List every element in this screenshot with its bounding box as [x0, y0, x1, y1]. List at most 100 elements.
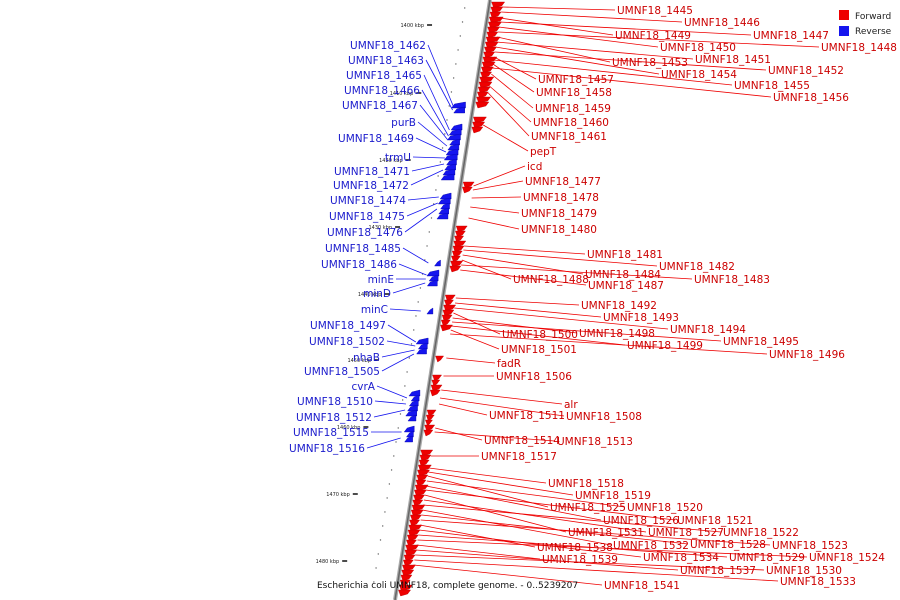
forward-leader-line — [492, 63, 535, 93]
forward-leader-line — [446, 357, 496, 364]
reverse-gene-label: UMNF18_1472 — [333, 180, 409, 192]
forward-feature — [441, 314, 453, 322]
forward-leader-line — [415, 554, 765, 571]
forward-gene-label: UMNF18_1445 — [617, 5, 693, 17]
forward-gene-label: UMNF18_1520 — [627, 502, 703, 514]
forward-leader-line — [423, 504, 722, 533]
forward-feature — [413, 494, 426, 502]
reverse-gene-label: UMNF18_1474 — [330, 195, 406, 207]
forward-gene-label: icd — [527, 161, 542, 173]
forward-leader-line — [428, 471, 574, 496]
scale-dot — [428, 231, 430, 233]
forward-gene-label: UMNF18_1541 — [604, 580, 680, 592]
scale-dot — [435, 189, 437, 191]
forward-feature — [442, 309, 455, 317]
reverse-feature — [451, 101, 466, 109]
forward-leader-line — [450, 329, 500, 350]
tick-layer: 1400 kbp 1410 kbp 1420 kbp 1430 kbp 1440 kbp… — [316, 7, 466, 583]
forward-feature — [478, 81, 493, 89]
forward-leader-line — [441, 389, 563, 405]
scale-dot — [406, 371, 408, 373]
reverse-gene-label: UMNF18_1471 — [334, 166, 410, 178]
forward-feature — [412, 499, 424, 507]
forward-gene-label: UMNF18_1531 — [568, 527, 644, 539]
forward-gene-label: UMNF18_1446 — [684, 17, 760, 29]
reverse-gene-label: UMNF18_1485 — [325, 243, 401, 255]
forward-feature — [480, 71, 493, 79]
forward-gene-label: UMNF18_1498 — [579, 328, 655, 340]
forward-leader-line — [494, 51, 767, 71]
kbp-tick-label: 1410 kbp — [390, 91, 414, 97]
forward-feature — [404, 549, 418, 557]
forward-leader-line — [418, 534, 728, 558]
forward-gene-label: alr — [564, 399, 578, 411]
reverse-feature — [416, 347, 427, 355]
kbp-tick-label: 1430 kbp — [368, 225, 392, 231]
forward-feature — [491, 1, 506, 9]
forward-gene-label: UMNF18_1448 — [821, 42, 897, 54]
forward-leader-line — [492, 67, 772, 98]
forward-leader-line — [451, 321, 722, 342]
reverse-feature — [415, 337, 429, 345]
forward-feature — [399, 584, 413, 592]
forward-leader-line — [487, 92, 530, 137]
forward-leader-line — [420, 519, 771, 546]
scale-dot — [417, 301, 419, 303]
forward-leader-line — [460, 269, 587, 286]
scale-dot — [426, 245, 428, 247]
scale-dot — [379, 539, 382, 541]
forward-feature — [403, 554, 416, 562]
reverse-leader-line — [410, 169, 444, 186]
reverse-leader-line — [376, 385, 408, 399]
forward-leader-line — [471, 196, 522, 199]
reverse-leader-line — [425, 59, 453, 111]
forward-gene-label: UMNF18_1482 — [659, 261, 735, 273]
forward-leader-line — [461, 264, 693, 280]
forward-feature — [429, 389, 441, 397]
backbone-line — [394, 0, 491, 600]
reverse-gene-label: nhaB — [353, 352, 380, 364]
forward-gene-label: UMNF18_1529 — [729, 552, 805, 564]
forward-feature — [400, 574, 413, 582]
forward-gene-label: UMNF18_1484 — [585, 269, 661, 281]
scale-dot — [439, 161, 442, 163]
forward-leader-line — [428, 467, 547, 484]
reverse-leader-line — [423, 74, 450, 131]
forward-feature — [452, 245, 465, 253]
forward-gene-label: UMNF18_1493 — [603, 312, 679, 324]
forward-feature — [481, 61, 496, 69]
forward-leader-line — [473, 165, 526, 187]
scale-dot — [452, 77, 455, 79]
scale-dot — [397, 427, 399, 429]
scale-dot — [404, 385, 406, 387]
forward-feature — [425, 419, 433, 427]
forward-feature — [417, 469, 430, 477]
forward-gene-label: UMNF18_1522 — [723, 527, 799, 539]
scale-dot — [390, 469, 393, 471]
scale-dot — [444, 133, 446, 135]
scale-dot — [448, 105, 450, 107]
forward-feature — [486, 31, 499, 39]
forward-gene-label: UMNF18_1492 — [581, 300, 657, 312]
forward-gene-label: UMNF18_1525 — [550, 502, 626, 514]
forward-gene-label: UMNF18_1483 — [694, 274, 770, 286]
reverse-gene-label: UMNF18_1466 — [344, 85, 420, 97]
forward-leader-line — [434, 431, 556, 442]
forward-leader-line — [413, 564, 603, 586]
scale-dot — [413, 329, 415, 331]
forward-feature — [472, 121, 486, 129]
forward-leader-line — [493, 56, 537, 80]
reverse-leader-line — [417, 121, 448, 147]
forward-leader-line — [472, 180, 524, 191]
forward-leader-line — [463, 249, 658, 267]
forward-gene-label: fadR — [497, 358, 521, 370]
reverse-leader-line — [387, 324, 417, 343]
reverse-leader-line — [421, 89, 449, 137]
feature-layer — [398, 1, 506, 597]
forward-leader-line — [419, 524, 536, 548]
forward-gene-label: UMNF18_1481 — [587, 249, 663, 261]
forward-gene-label: UMNF18_1501 — [501, 344, 577, 356]
forward-gene-label: UMNF18_1488 — [513, 274, 589, 286]
forward-feature — [435, 355, 445, 363]
legend: Forward Reverse — [839, 10, 892, 37]
